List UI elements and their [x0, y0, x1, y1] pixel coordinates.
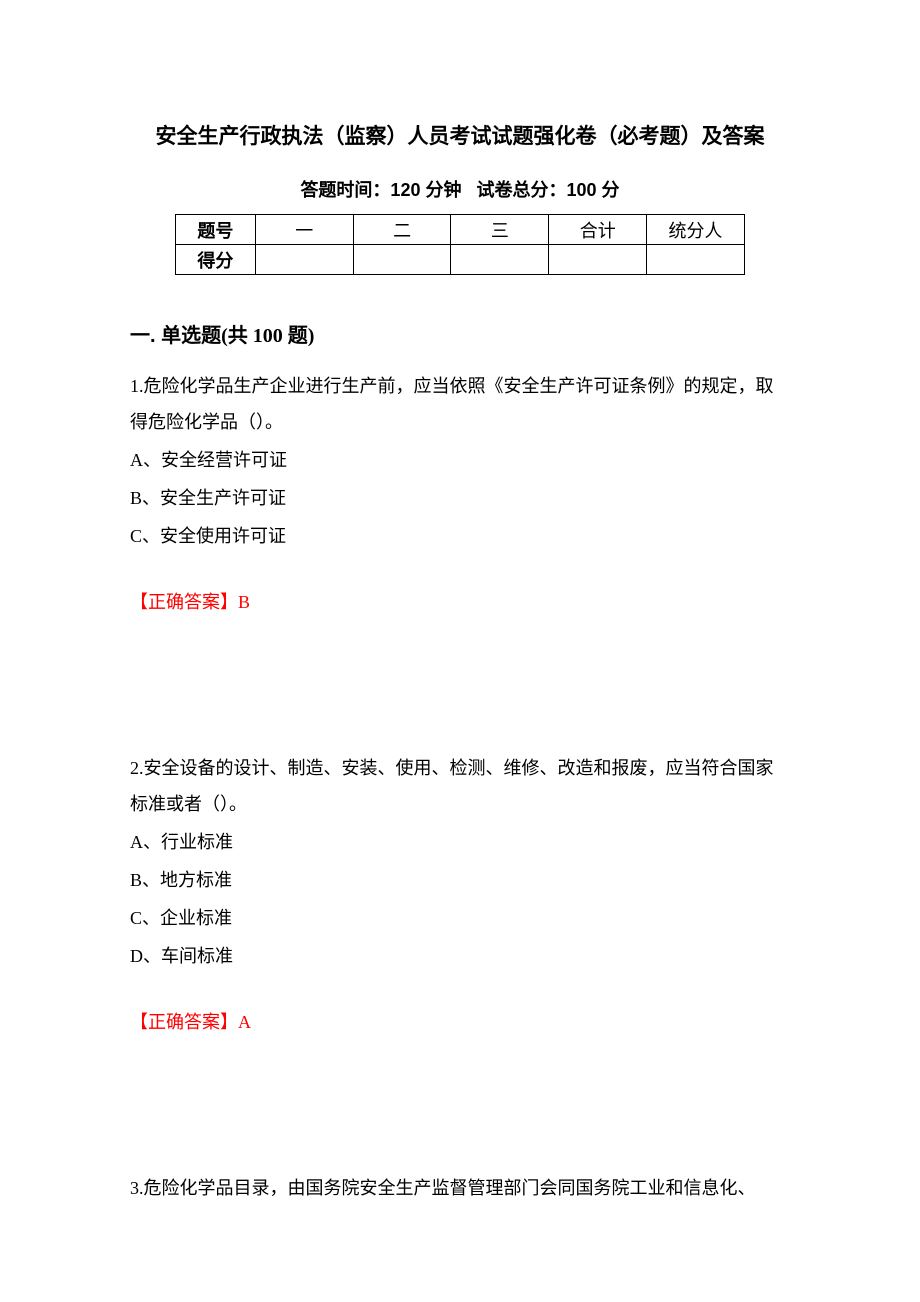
score-table-cell — [451, 245, 549, 275]
score-table-header-cell: 统分人 — [647, 215, 745, 245]
answer-line: 【正确答案】B — [130, 584, 790, 620]
question-text: 3.危险化学品目录，由国务院安全生产监督管理部门会同国务院工业和信息化、 — [130, 1170, 790, 1206]
question-text: 2.安全设备的设计、制造、安装、使用、检测、维修、改造和报废，应当符合国家标准或… — [130, 750, 790, 822]
question-number: 3. — [130, 1178, 144, 1198]
subtitle: 答题时间：120 分钟 试卷总分：100 分 — [130, 176, 790, 202]
answer-label: 【正确答案】 — [130, 592, 238, 612]
score-table-cell — [549, 245, 647, 275]
question-block: 1.危险化学品生产企业进行生产前，应当依照《安全生产许可证条例》的规定，取得危险… — [130, 368, 790, 554]
score-table: 题号 一 二 三 合计 统分人 得分 — [175, 214, 745, 275]
score-table-header-cell: 二 — [353, 215, 451, 245]
section-count: (共 100 题) — [221, 325, 314, 347]
answer-line: 【正确答案】A — [130, 1004, 790, 1040]
question-text: 1.危险化学品生产企业进行生产前，应当依照《安全生产许可证条例》的规定，取得危险… — [130, 368, 790, 440]
question-option: A、安全经营许可证 — [130, 442, 790, 478]
score-table-header-row: 题号 一 二 三 合计 统分人 — [176, 215, 745, 245]
question-block: 3.危险化学品目录，由国务院安全生产监督管理部门会同国务院工业和信息化、 — [130, 1170, 790, 1206]
page: 安全生产行政执法（监察）人员考试试题强化卷（必考题）及答案 答题时间：120 分… — [0, 0, 920, 1268]
question-option: C、安全使用许可证 — [130, 518, 790, 554]
score-table-cell — [647, 245, 745, 275]
section-heading: 一. 单选题(共 100 题) — [130, 319, 790, 348]
answer-letter: A — [238, 1012, 251, 1032]
time-label: 答题时间：120 分钟 — [300, 180, 461, 200]
question-block: 2.安全设备的设计、制造、安装、使用、检测、维修、改造和报废，应当符合国家标准或… — [130, 750, 790, 974]
question-body: 安全设备的设计、制造、安装、使用、检测、维修、改造和报废，应当符合国家标准或者（… — [130, 758, 774, 814]
question-number: 1. — [130, 376, 144, 396]
answer-label: 【正确答案】 — [130, 1012, 238, 1032]
question-option: B、安全生产许可证 — [130, 480, 790, 516]
question-option: B、地方标准 — [130, 862, 790, 898]
score-table-cell — [353, 245, 451, 275]
question-body: 危险化学品生产企业进行生产前，应当依照《安全生产许可证条例》的规定，取得危险化学… — [130, 376, 774, 432]
score-table-score-row: 得分 — [176, 245, 745, 275]
document-title: 安全生产行政执法（监察）人员考试试题强化卷（必考题）及答案 — [130, 120, 790, 150]
score-table-header-cell: 合计 — [549, 215, 647, 245]
score-table-row-label: 得分 — [176, 245, 256, 275]
score-table-cell — [255, 245, 353, 275]
question-number: 2. — [130, 758, 144, 778]
answer-letter: B — [238, 592, 250, 612]
question-body: 危险化学品目录，由国务院安全生产监督管理部门会同国务院工业和信息化、 — [144, 1178, 756, 1198]
total-score-label: 试卷总分：100 分 — [477, 180, 620, 200]
score-table-header-cell: 一 — [255, 215, 353, 245]
question-option: D、车间标准 — [130, 938, 790, 974]
score-table-header-cell: 三 — [451, 215, 549, 245]
question-option: A、行业标准 — [130, 824, 790, 860]
section-label: 一. 单选题 — [130, 325, 221, 347]
score-table-header-cell: 题号 — [176, 215, 256, 245]
question-option: C、企业标准 — [130, 900, 790, 936]
